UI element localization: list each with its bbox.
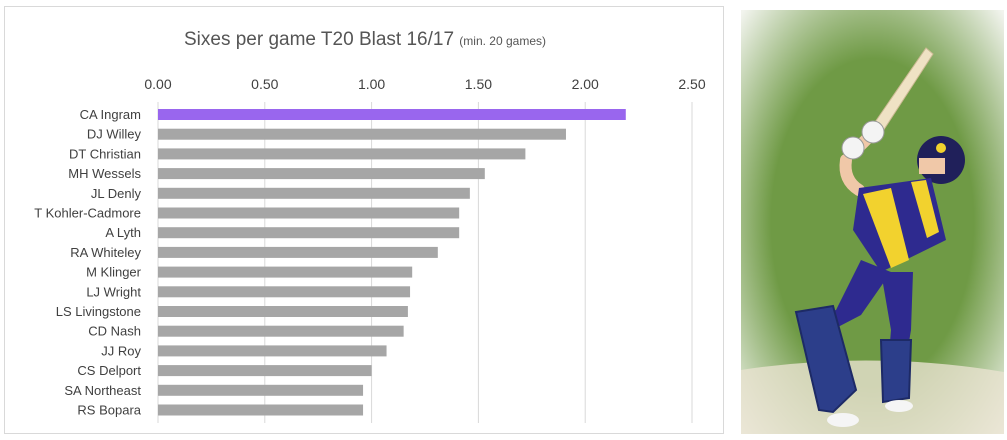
category-label: CD Nash [88,324,141,339]
x-tick-label: 2.00 [572,76,599,92]
bar-chart: 0.00 0.50 1.00 1.50 2.00 2.50 CA Ingram DJ Will… [34,76,706,423]
chart-subtitle: (min. 20 games) [459,34,546,48]
bar [158,365,372,377]
category-label: RS Bopara [77,403,141,418]
category-label: A Lyth [105,225,141,240]
bar [158,306,408,317]
x-tick-label: 1.50 [465,76,492,92]
bar [158,227,460,239]
bar [158,207,460,219]
category-label: M Klinger [86,265,142,280]
category-label: CS Delport [77,363,141,378]
chart-title: Sixes per game T20 Blast 16/17 [183,29,455,50]
cricket-batsman-photo [741,10,1004,434]
x-tick-label: 1.00 [358,76,385,92]
category-label: T Kohler-Cadmore [34,206,141,221]
bar [158,109,626,120]
bar [158,286,411,298]
category-label: DJ Willey [87,127,142,142]
bar [158,246,438,258]
category-label: LJ Wright [86,284,141,299]
category-label: RA Whiteley [70,245,141,260]
category-label: CA Ingram [80,107,141,122]
x-tick-label: 0.00 [144,76,171,92]
bar [158,345,387,357]
bar [158,384,364,396]
bar [158,325,404,337]
category-label: DT Christian [69,146,141,161]
category-label: LS Livingstone [56,304,141,319]
bar [158,168,485,180]
category-label: MH Wessels [68,166,141,181]
category-label: SA Northeast [64,383,141,398]
chart-title-row: Sixes per game T20 Blast 16/17 (min. 20 … [5,29,725,51]
bar [158,266,413,278]
category-label: JJ Roy [101,343,141,358]
x-tick-label: 0.50 [251,76,278,92]
bar [158,148,526,160]
bar [158,404,364,416]
chart-panel: Sixes per game T20 Blast 16/17 (min. 20 … [4,6,724,434]
bar [158,187,470,199]
x-tick-label: 2.50 [678,76,705,92]
bar [158,128,566,140]
category-label: JL Denly [91,186,142,201]
batsman-illustration [741,10,1004,434]
